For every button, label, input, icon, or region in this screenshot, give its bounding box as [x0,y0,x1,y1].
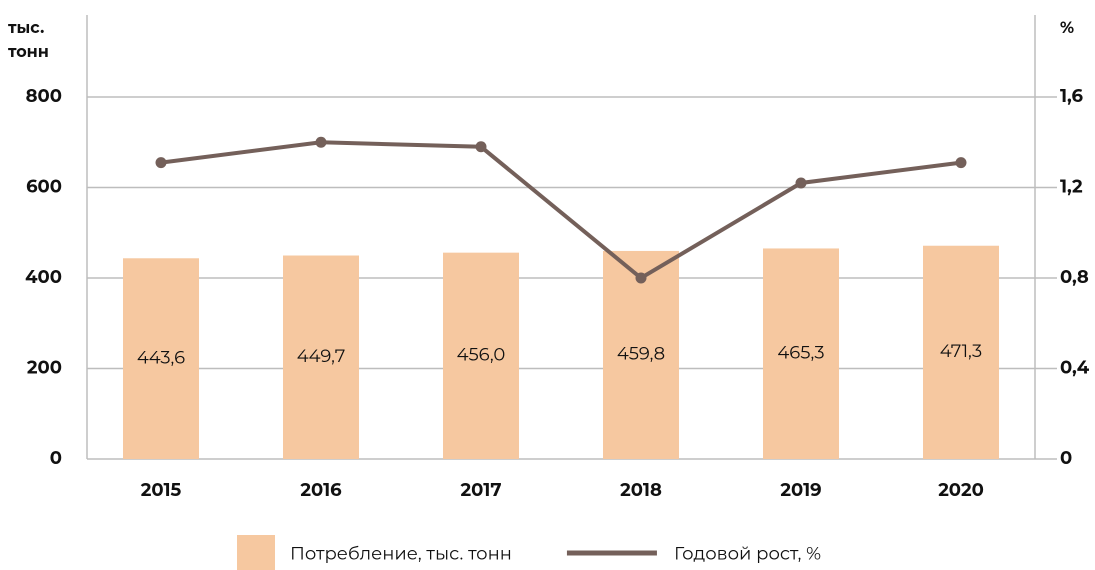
legend-label: Годовой рост, % [674,543,821,565]
line-point [475,141,487,153]
x-tick-label: 2018 [620,479,662,501]
y2-tick-label: 0,4 [1060,356,1090,378]
line [160,140,962,281]
y-tick-label: 200 [27,356,62,378]
data-label: 443,6 [137,346,185,368]
x-tick-label: 2020 [938,479,984,501]
bar [283,255,359,459]
x-tick-label: 2019 [780,479,821,501]
bar [123,258,199,459]
data-label: 471,3 [940,340,982,362]
x-tick-label: 2016 [300,479,342,501]
y2-axis-label: % [1060,19,1075,38]
data-label: 456,0 [457,344,506,366]
bar [603,250,679,459]
line-point [315,136,327,148]
x-tick-label: 2015 [141,479,182,501]
data-label: 449,7 [297,345,346,367]
y-tick-label: 800 [26,85,62,107]
bar [923,245,999,459]
y-tick-label: 400 [25,266,62,288]
bar [443,252,519,459]
legend-swatch [237,535,275,570]
legend-label: Потребление, тыс. тонн [290,543,512,565]
data-label: 459,8 [617,343,665,365]
line-point [955,157,967,169]
line-point [795,177,807,189]
y2-tick-label: 1,6 [1060,85,1084,107]
x-tick-label: 2017 [461,479,502,501]
bar [763,248,839,459]
line-point [155,157,167,169]
y-tick-label: 600 [26,175,62,197]
y-tick-label: 0 [50,447,62,469]
y2-tick-label: 1,2 [1060,175,1083,197]
y-axis-label: тыс. тонн [8,19,49,62]
line-point [635,272,647,284]
data-label: 465,3 [777,341,824,363]
y2-tick-label: 0,8 [1060,266,1089,288]
y2-tick-label: 0 [1060,447,1072,469]
